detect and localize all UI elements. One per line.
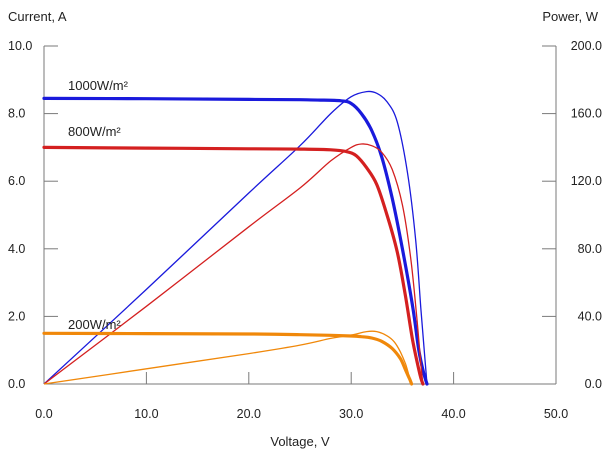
power-curve-800w-m: [43, 143, 424, 385]
x-axis-title: Voltage, V: [270, 434, 330, 449]
power-curve-200w-m: [43, 330, 413, 385]
left-tick-label: 4.0: [8, 242, 25, 256]
left-tick-label: 0.0: [8, 377, 25, 391]
right-tick-label: 80.0: [578, 242, 602, 256]
left-tick-label: 6.0: [8, 174, 25, 188]
x-tick-label: 0.0: [35, 407, 52, 421]
right-axis-title: Power, W: [542, 9, 598, 24]
series-label-200w-m: 200W/m²: [68, 317, 121, 332]
current-curve-800w-m: [42, 145, 425, 386]
current-curve-1000w-m: [42, 96, 429, 386]
right-tick-label: 0.0: [585, 377, 602, 391]
x-tick-label: 30.0: [339, 407, 363, 421]
right-tick-label: 200.0: [571, 39, 602, 53]
left-tick-label: 10.0: [8, 39, 32, 53]
left-axis-title: Current, A: [8, 9, 67, 24]
left-tick-label: 8.0: [8, 107, 25, 121]
x-tick-label: 10.0: [134, 407, 158, 421]
current-curve-200w-m: [42, 331, 414, 386]
left-tick-label: 2.0: [8, 309, 25, 323]
right-tick-label: 40.0: [578, 309, 602, 323]
series-label-1000w-m: 1000W/m²: [68, 78, 129, 93]
right-tick-label: 160.0: [571, 107, 602, 121]
series-label-800w-m: 800W/m²: [68, 124, 121, 139]
x-tick-label: 20.0: [237, 407, 261, 421]
x-tick-label: 50.0: [544, 407, 568, 421]
power-curve-1000w-m: [43, 90, 428, 385]
x-tick-label: 40.0: [441, 407, 465, 421]
right-tick-label: 120.0: [571, 174, 602, 188]
